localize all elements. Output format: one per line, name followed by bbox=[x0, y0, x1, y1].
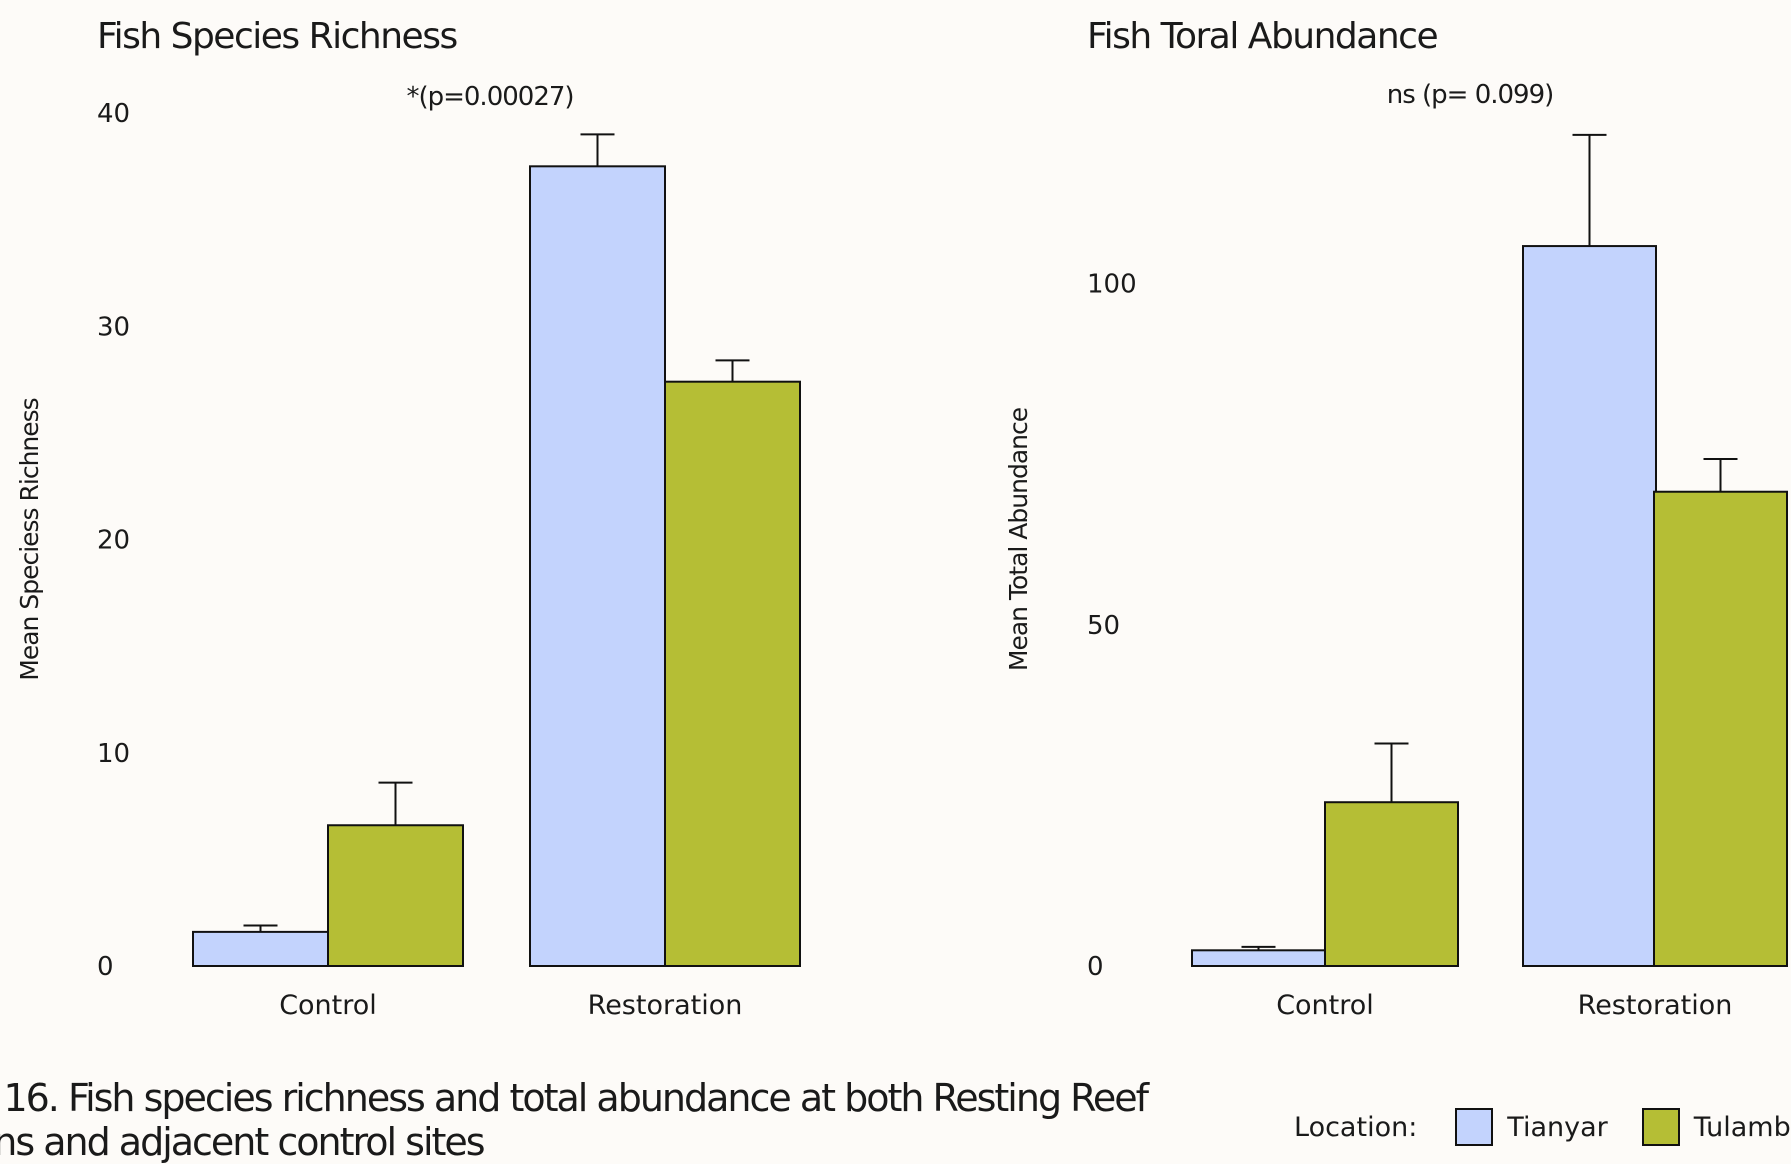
x-category-label: Restoration bbox=[588, 990, 743, 1021]
legend-label-tulamben: Tulamben bbox=[1693, 1111, 1791, 1143]
significance-annotation: ns (p= 0.099) bbox=[1387, 80, 1554, 110]
legend-swatch-tianyar bbox=[1455, 1108, 1494, 1146]
x-category-label: Control bbox=[1276, 990, 1374, 1021]
chart-title: Fish Species Richness bbox=[97, 16, 457, 57]
bar-tulamben-control bbox=[327, 824, 464, 967]
bar-tianyar-control bbox=[192, 930, 329, 968]
x-category-label: Control bbox=[279, 990, 377, 1021]
legend-item-tulamben: Tulamben bbox=[1641, 1108, 1791, 1146]
bar-tianyar-restoration bbox=[1522, 245, 1657, 967]
bar-tianyar-restoration bbox=[529, 165, 666, 967]
legend-swatch-tulamben bbox=[1641, 1108, 1680, 1146]
figure-caption-line-1: e 16. Fish species richness and total ab… bbox=[0, 1076, 1149, 1120]
y-axis-label: Mean Total Abundance bbox=[1004, 407, 1033, 671]
chart-title: Fish Toral Abundance bbox=[1087, 16, 1437, 57]
total-abundance-panel: Fish Toral Abundance ns (p= 0.099) 0 50 100 M… bbox=[1004, 16, 1788, 1021]
bar-tulamben-control bbox=[1324, 801, 1459, 967]
bar-tulamben-restoration bbox=[664, 380, 801, 967]
significance-annotation: *(p=0.00027) bbox=[406, 82, 573, 112]
legend: Location: Tianyar Tulamben bbox=[1294, 1106, 1791, 1148]
bar-tulamben-restoration bbox=[1653, 490, 1788, 967]
y-tick-label: 50 bbox=[1087, 611, 1120, 641]
y-tick-label: 10 bbox=[97, 739, 130, 769]
x-category-label: Restoration bbox=[1578, 990, 1733, 1021]
legend-label-tianyar: Tianyar bbox=[1507, 1111, 1608, 1143]
y-tick-label: 0 bbox=[1087, 952, 1104, 982]
y-tick-label: 20 bbox=[97, 526, 130, 556]
y-tick-label: 0 bbox=[97, 952, 114, 982]
figure-caption: e 16. Fish species richness and total ab… bbox=[0, 1076, 1149, 1164]
legend-item-tianyar: Tianyar bbox=[1455, 1108, 1608, 1146]
legend-title: Location: bbox=[1294, 1111, 1418, 1143]
y-tick-label: 100 bbox=[1087, 270, 1137, 300]
bar-tianyar-control bbox=[1191, 949, 1326, 968]
y-axis-label: Mean Speciess Richness bbox=[15, 398, 44, 680]
species-richness-panel: Fish Species Richness *(p=0.00027) 0 10 20 30… bbox=[15, 16, 801, 1021]
y-tick-label: 40 bbox=[97, 99, 130, 129]
figure-caption-line-2: ons and adjacent control sites bbox=[0, 1120, 486, 1164]
y-tick-label: 30 bbox=[97, 312, 130, 342]
